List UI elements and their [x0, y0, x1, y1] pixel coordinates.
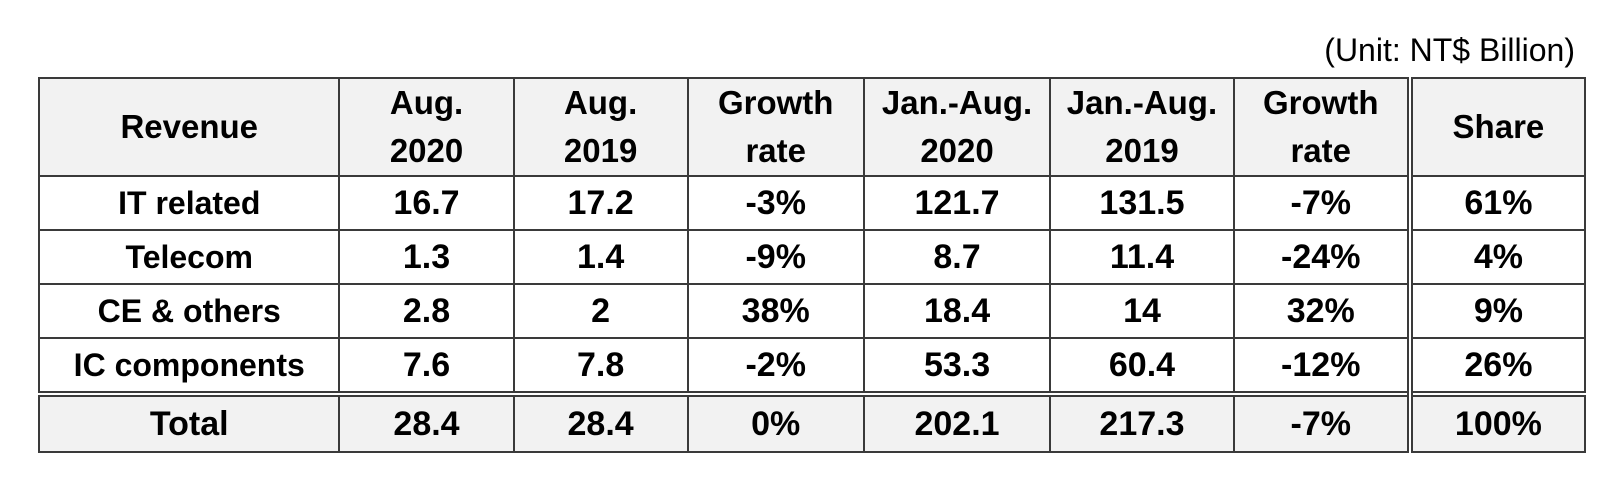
cell-aug-2019: 2	[512, 283, 689, 339]
header-jan-aug-2019: Jan.-Aug. 2019	[1049, 77, 1235, 177]
cell-aug-2020: 2.8	[338, 283, 515, 339]
cell-growth-ytd: 32%	[1232, 283, 1411, 339]
total-jan-aug-2020: 202.1	[862, 391, 1052, 453]
cell-share: 4%	[1406, 229, 1587, 285]
cell-jan-aug-2020: 8.7	[862, 229, 1052, 285]
cell-share: 26%	[1406, 337, 1587, 395]
cell-growth-ytd: -24%	[1232, 229, 1411, 285]
cell-growth-aug: -9%	[686, 229, 865, 285]
header-growth-rate-aug: Growth rate	[686, 77, 865, 177]
cell-aug-2019: 7.8	[512, 337, 689, 395]
header-jan-aug-2020: Jan.-Aug. 2020	[862, 77, 1052, 177]
total-aug-2019: 28.4	[512, 391, 689, 453]
unit-note: (Unit: NT$ Billion)	[1324, 32, 1575, 68]
total-growth-aug: 0%	[686, 391, 865, 453]
revenue-table: Revenue Aug. 2020 Aug. 2019 Growth rate …	[37, 77, 1587, 453]
cell-jan-aug-2020: 121.7	[862, 175, 1052, 231]
total-label: Total	[37, 391, 341, 453]
cell-jan-aug-2019: 14	[1049, 283, 1235, 339]
cell-aug-2020: 1.3	[338, 229, 515, 285]
header-share: Share	[1406, 77, 1587, 177]
total-growth-ytd: -7%	[1232, 391, 1411, 453]
total-row: Total 28.4 28.4 0% 202.1 217.3 -7% 100%	[37, 391, 1587, 453]
cell-jan-aug-2020: 18.4	[862, 283, 1052, 339]
total-share: 100%	[1406, 391, 1587, 453]
cell-jan-aug-2019: 131.5	[1049, 175, 1235, 231]
row-label-ic-components: IC components	[37, 337, 341, 395]
total-aug-2020: 28.4	[338, 391, 515, 453]
cell-jan-aug-2019: 11.4	[1049, 229, 1235, 285]
cell-growth-aug: -2%	[686, 337, 865, 395]
row-label-ce-others: CE & others	[37, 283, 341, 339]
cell-share: 61%	[1406, 175, 1587, 231]
header-aug-2020: Aug. 2020	[338, 77, 515, 177]
cell-growth-ytd: -7%	[1232, 175, 1411, 231]
table-row: IT related 16.7 17.2 -3% 121.7 131.5 -7%…	[37, 175, 1587, 231]
cell-jan-aug-2019: 60.4	[1049, 337, 1235, 395]
cell-growth-ytd: -12%	[1232, 337, 1411, 395]
cell-jan-aug-2020: 53.3	[862, 337, 1052, 395]
row-label-telecom: Telecom	[37, 229, 341, 285]
total-jan-aug-2019: 217.3	[1049, 391, 1235, 453]
row-label-it-related: IT related	[37, 175, 341, 231]
table-row: Telecom 1.3 1.4 -9% 8.7 11.4 -24% 4%	[37, 229, 1587, 285]
cell-growth-aug: -3%	[686, 175, 865, 231]
header-aug-2019: Aug. 2019	[512, 77, 689, 177]
cell-aug-2020: 16.7	[338, 175, 515, 231]
header-revenue: Revenue	[37, 77, 341, 177]
cell-aug-2019: 17.2	[512, 175, 689, 231]
cell-share: 9%	[1406, 283, 1587, 339]
table-row: IC components 7.6 7.8 -2% 53.3 60.4 -12%…	[37, 337, 1587, 395]
cell-growth-aug: 38%	[686, 283, 865, 339]
header-growth-rate-ytd: Growth rate	[1232, 77, 1411, 177]
cell-aug-2019: 1.4	[512, 229, 689, 285]
table-row: CE & others 2.8 2 38% 18.4 14 32% 9%	[37, 283, 1587, 339]
header-row: Revenue Aug. 2020 Aug. 2019 Growth rate …	[37, 77, 1587, 177]
cell-aug-2020: 7.6	[338, 337, 515, 395]
